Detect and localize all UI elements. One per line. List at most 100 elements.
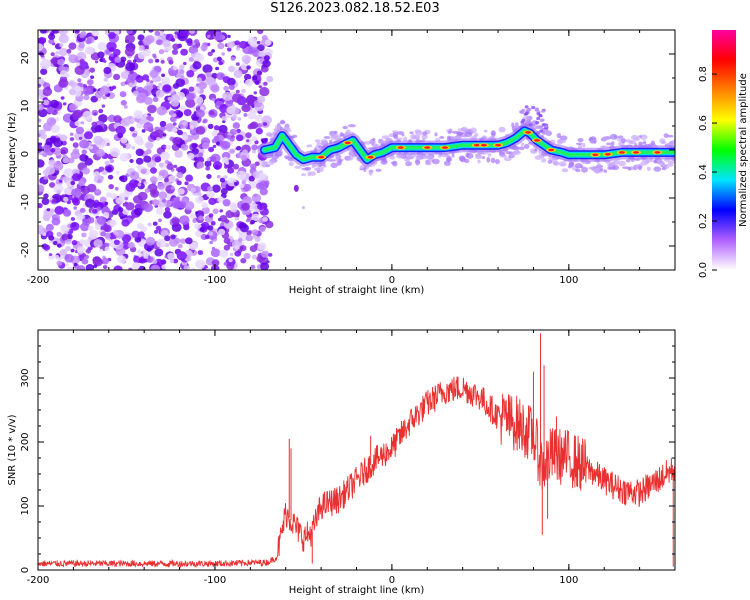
noise-blob: [137, 183, 142, 187]
noise-blob: [87, 183, 97, 193]
ridge-bump: [523, 112, 528, 116]
noise-blob: [114, 56, 122, 63]
noise-blob: [236, 145, 242, 151]
x-axis-label: Height of straight line (km): [289, 585, 425, 596]
ridge-hotspot-core: [533, 139, 540, 142]
noise-blob: [160, 229, 169, 238]
ridge-halo: [475, 154, 483, 160]
noise-blob: [218, 228, 226, 236]
noise-blob: [79, 58, 85, 64]
ridge-hotspot-core: [367, 155, 374, 159]
noise-blob: [234, 216, 239, 221]
ridge-halo: [561, 168, 569, 173]
noise-blob: [51, 125, 60, 133]
noise-blob: [81, 149, 88, 155]
noise-blob: [76, 62, 81, 67]
noise-blob: [71, 188, 81, 198]
noise-blob: [75, 126, 85, 135]
noise-blob: [176, 172, 184, 179]
noise-blob: [233, 181, 238, 186]
noise-blob: [170, 234, 176, 240]
ridge-halo: [499, 154, 507, 158]
ridge-hotspot-core: [480, 143, 487, 147]
noise-blob: [191, 143, 198, 149]
noise-blob: [124, 143, 132, 150]
noise-blob: [245, 95, 256, 106]
noise-blob: [40, 54, 45, 58]
ridge-halo: [434, 132, 438, 137]
noise-blob: [250, 40, 259, 48]
ridge-halo: [490, 157, 496, 164]
ridge-halo: [580, 165, 584, 169]
ridge-halo: [320, 139, 328, 144]
noise-blob: [45, 223, 54, 231]
noise-blob: [179, 64, 185, 70]
x-tick-label: -200: [27, 575, 50, 586]
noise-blob: [154, 248, 164, 257]
noise-blob: [89, 67, 96, 73]
noise-blob: [241, 180, 247, 185]
noise-blob: [48, 38, 55, 45]
ridge-bump: [536, 116, 541, 121]
ridge-halo: [323, 136, 331, 139]
noise-blob: [183, 61, 187, 66]
noise-blob: [186, 70, 195, 78]
chart-title: S126.2023.082.18.52.E03: [270, 1, 440, 16]
noise-blob: [245, 234, 253, 242]
ridge-halo: [456, 131, 464, 136]
noise-blob: [93, 239, 103, 248]
ridge-halo: [653, 166, 662, 172]
noise-blob: [56, 260, 63, 266]
noise-blob: [141, 129, 146, 133]
noise-blob: [215, 141, 220, 146]
noise-blob: [216, 175, 221, 179]
ridge-halo: [409, 131, 414, 134]
noise-blob: [38, 37, 47, 44]
noise-blob: [165, 144, 171, 150]
noise-blob: [208, 197, 217, 205]
noise-blob: [259, 87, 270, 97]
noise-blob: [197, 192, 202, 196]
noise-blob: [239, 245, 247, 252]
colorbar-tick-label: 0.6: [698, 115, 709, 131]
ridge-hotspot-core: [548, 148, 555, 152]
noise-blob: [88, 145, 94, 150]
noise-blob: [163, 177, 169, 183]
noise-blob: [92, 257, 103, 267]
noise-blob: [53, 161, 64, 171]
noise-blob: [201, 206, 210, 215]
noise-blob: [171, 222, 182, 232]
noise-blob: [172, 65, 178, 71]
noise-blob: [198, 215, 204, 221]
ridge-halo: [447, 131, 452, 134]
noise-blob: [137, 231, 145, 239]
noise-blob: [146, 81, 151, 87]
noise-blob: [113, 239, 120, 245]
ridge-halo: [575, 168, 581, 173]
ridge-halo: [660, 141, 667, 144]
noise-blob: [228, 65, 236, 73]
noise-blob: [230, 56, 236, 61]
ridge-halo: [505, 151, 512, 155]
noise-blob: [233, 69, 243, 79]
noise-blob: [117, 255, 126, 264]
noise-blob: [49, 182, 56, 188]
ridge-hotspot-core: [424, 146, 431, 149]
ridge-halo: [416, 154, 424, 160]
noise-blob: [48, 235, 55, 241]
noise-blob: [53, 240, 58, 246]
ridge-hotspot-core: [397, 146, 404, 149]
noise-blob: [212, 208, 219, 215]
noise-blob: [103, 224, 112, 233]
noise-blob: [210, 153, 221, 163]
heatmap-plot: [38, 30, 675, 270]
noise-blob: [38, 104, 44, 111]
noise-blob: [104, 160, 110, 166]
noise-blob: [229, 137, 235, 142]
noise-blob: [197, 250, 204, 256]
noise-blob: [131, 230, 140, 238]
colorbar-tick-label: 0.4: [698, 164, 709, 180]
noise-blob: [51, 198, 57, 204]
x-tick-label: -100: [204, 275, 227, 286]
noise-blob: [152, 96, 159, 102]
